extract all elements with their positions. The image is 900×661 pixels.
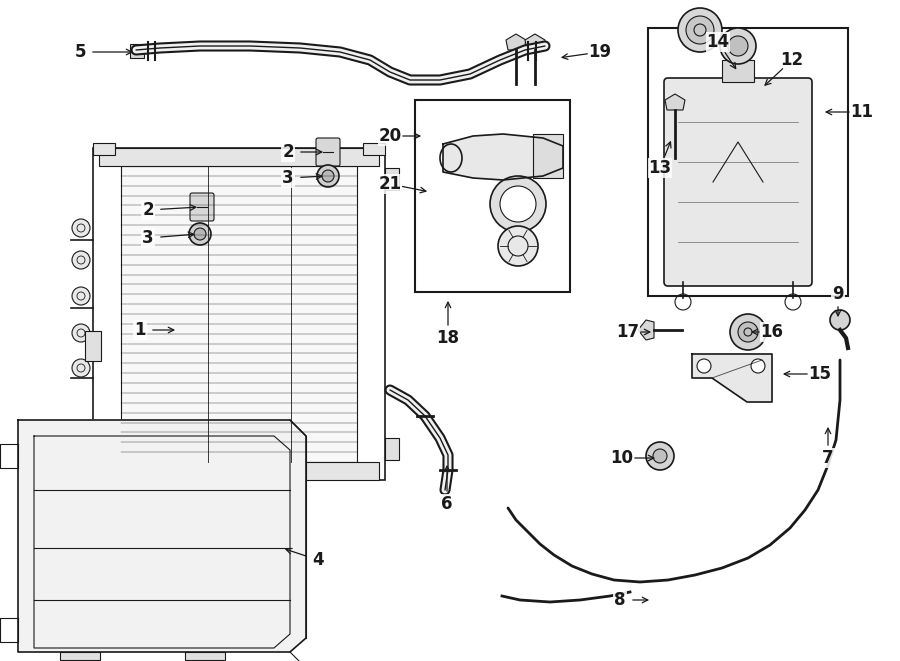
- Text: 19: 19: [589, 43, 612, 61]
- Text: 1: 1: [134, 321, 146, 339]
- Text: 12: 12: [780, 51, 804, 69]
- Text: 3: 3: [283, 169, 293, 187]
- Text: 2: 2: [142, 201, 154, 219]
- Text: 6: 6: [441, 495, 453, 513]
- Text: 8: 8: [614, 591, 626, 609]
- Circle shape: [498, 226, 538, 266]
- Polygon shape: [692, 354, 772, 402]
- Text: 17: 17: [616, 323, 640, 341]
- Polygon shape: [525, 34, 545, 50]
- Bar: [93, 143, 115, 155]
- Bar: [99, 148, 379, 166]
- Bar: [722, 60, 754, 82]
- Bar: [60, 652, 100, 660]
- Circle shape: [317, 165, 339, 187]
- Bar: [415, 100, 570, 292]
- Circle shape: [194, 228, 206, 240]
- Text: 4: 4: [312, 551, 324, 569]
- Bar: [385, 438, 399, 460]
- Text: 3: 3: [142, 229, 154, 247]
- Circle shape: [500, 186, 536, 222]
- Polygon shape: [18, 420, 306, 652]
- Text: 21: 21: [378, 175, 401, 193]
- Text: 11: 11: [850, 103, 874, 121]
- Text: 10: 10: [610, 449, 634, 467]
- Text: 16: 16: [760, 323, 784, 341]
- Bar: [385, 168, 399, 190]
- Bar: [121, 166, 357, 462]
- Circle shape: [72, 287, 90, 305]
- Circle shape: [72, 359, 90, 377]
- Circle shape: [189, 223, 211, 245]
- Bar: [85, 330, 101, 361]
- Bar: [93, 148, 385, 480]
- Circle shape: [830, 310, 850, 330]
- Bar: [533, 134, 563, 178]
- Circle shape: [751, 359, 765, 373]
- Text: 18: 18: [436, 329, 460, 347]
- FancyBboxPatch shape: [190, 193, 214, 221]
- FancyBboxPatch shape: [316, 138, 340, 166]
- Circle shape: [72, 251, 90, 269]
- Bar: [363, 143, 385, 155]
- Circle shape: [322, 170, 334, 182]
- Circle shape: [730, 314, 766, 350]
- Circle shape: [738, 322, 758, 342]
- Circle shape: [728, 36, 748, 56]
- Text: 15: 15: [808, 365, 832, 383]
- Text: 20: 20: [378, 127, 401, 145]
- Circle shape: [720, 28, 756, 64]
- Text: 14: 14: [706, 33, 730, 51]
- Circle shape: [72, 219, 90, 237]
- Circle shape: [697, 359, 711, 373]
- Text: 7: 7: [823, 449, 833, 467]
- Circle shape: [490, 176, 546, 232]
- Bar: [185, 652, 225, 660]
- Bar: [99, 462, 379, 480]
- Text: 13: 13: [648, 159, 671, 177]
- Text: 5: 5: [74, 43, 86, 61]
- Text: 2: 2: [283, 143, 293, 161]
- Circle shape: [653, 449, 667, 463]
- FancyBboxPatch shape: [664, 78, 812, 286]
- Polygon shape: [638, 320, 654, 340]
- Polygon shape: [443, 134, 563, 180]
- Polygon shape: [506, 34, 526, 50]
- Bar: [648, 28, 848, 296]
- Text: 9: 9: [832, 285, 844, 303]
- Polygon shape: [665, 94, 685, 110]
- Circle shape: [72, 324, 90, 342]
- Circle shape: [686, 16, 714, 44]
- Circle shape: [678, 8, 722, 52]
- Circle shape: [646, 442, 674, 470]
- Bar: [130, 44, 144, 58]
